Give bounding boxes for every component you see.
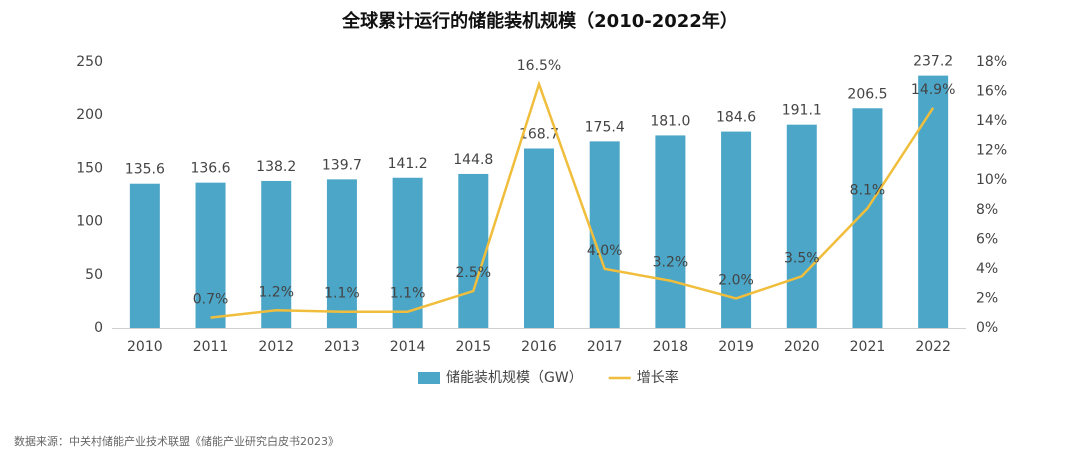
y2-tick-label: 0%	[976, 320, 998, 336]
bar-value-label: 184.6	[716, 110, 756, 126]
y2-tick-label: 8%	[976, 202, 998, 218]
y2-tick-label: 6%	[976, 231, 998, 247]
line-value-label: 14.9%	[911, 82, 955, 98]
bar-value-label: 139.7	[322, 157, 362, 173]
x-tick-label: 2012	[258, 339, 294, 355]
line	[210, 80, 935, 319]
line-value-label: 1.2%	[258, 284, 294, 300]
line-value-label: 3.5%	[784, 250, 820, 266]
line-value-label: 1.1%	[390, 286, 426, 302]
line-value-label: 4.0%	[587, 243, 623, 259]
bar-value-label: 141.2	[388, 156, 428, 172]
y-tick-label: 200	[76, 107, 103, 123]
line-value-label: 2.5%	[456, 265, 492, 281]
line-value-label: 16.5%	[517, 58, 561, 74]
y-tick-label: 50	[85, 267, 103, 283]
x-tick-label: 2018	[653, 339, 689, 355]
y-tick-label: 100	[76, 214, 103, 230]
bar-value-label: 135.6	[125, 162, 165, 178]
line-value-label: 2.0%	[718, 272, 754, 288]
y2-tick-label: 2%	[976, 290, 998, 306]
y2-tick-label: 16%	[976, 84, 1007, 100]
bar	[326, 179, 357, 328]
y2-tick-label: 14%	[976, 113, 1007, 129]
bar-value-label: 168.7	[519, 127, 559, 143]
legend-swatch	[418, 372, 440, 384]
bar	[392, 177, 423, 328]
y2-tick-label: 4%	[976, 261, 998, 277]
bar	[918, 75, 949, 328]
chart-title: 全球累计运行的储能装机规模（2010-2022年）	[341, 10, 738, 32]
legend-label: 储能装机规模（GW）	[446, 370, 583, 386]
y-tick-label: 150	[76, 160, 103, 176]
legend-label: 增长率	[637, 369, 679, 386]
bar-value-label: 237.2	[913, 54, 953, 70]
y-tick-label: 250	[76, 54, 103, 70]
x-tick-label: 2011	[193, 339, 229, 355]
bar-value-label: 144.8	[453, 152, 493, 168]
bar	[458, 173, 489, 328]
bar-value-label: 181.0	[650, 113, 690, 129]
bar	[655, 135, 686, 328]
y2-tick-label: 12%	[976, 143, 1007, 159]
x-tick-label: 2019	[718, 339, 754, 355]
x-tick-label: 2016	[521, 339, 557, 355]
y2-tick-label: 10%	[976, 172, 1007, 188]
x-tick-label: 2014	[390, 339, 426, 355]
bar-value-label: 206.5	[847, 86, 887, 102]
x-tick-label: 2015	[455, 339, 491, 355]
source-note: 数据来源：中关村储能产业技术联盟《储能产业研究白皮书2023》	[14, 434, 339, 448]
line-value-label: 1.1%	[324, 286, 360, 302]
y2-tick-label: 18%	[976, 54, 1007, 70]
line-value-label: 3.2%	[653, 255, 689, 271]
bar	[786, 124, 817, 328]
x-tick-label: 2013	[324, 339, 360, 355]
x-tick-label: 2010	[127, 339, 163, 355]
x-tick-label: 2022	[915, 339, 951, 355]
x-tick-label: 2021	[850, 339, 886, 355]
bar	[129, 183, 160, 328]
y-tick-label: 0	[94, 320, 103, 336]
bar-value-label: 136.6	[190, 161, 230, 177]
bar	[524, 148, 554, 328]
bar-value-label: 175.4	[585, 119, 625, 135]
x-tick-label: 2017	[587, 339, 623, 355]
x-tick-label: 2020	[784, 339, 820, 355]
bar	[261, 180, 292, 328]
bar	[589, 141, 620, 328]
line-value-label: 8.1%	[850, 182, 886, 198]
line-value-label: 0.7%	[193, 292, 229, 308]
bar	[195, 182, 226, 328]
bar-value-label: 191.1	[782, 103, 822, 119]
bar-value-label: 138.2	[256, 159, 296, 175]
